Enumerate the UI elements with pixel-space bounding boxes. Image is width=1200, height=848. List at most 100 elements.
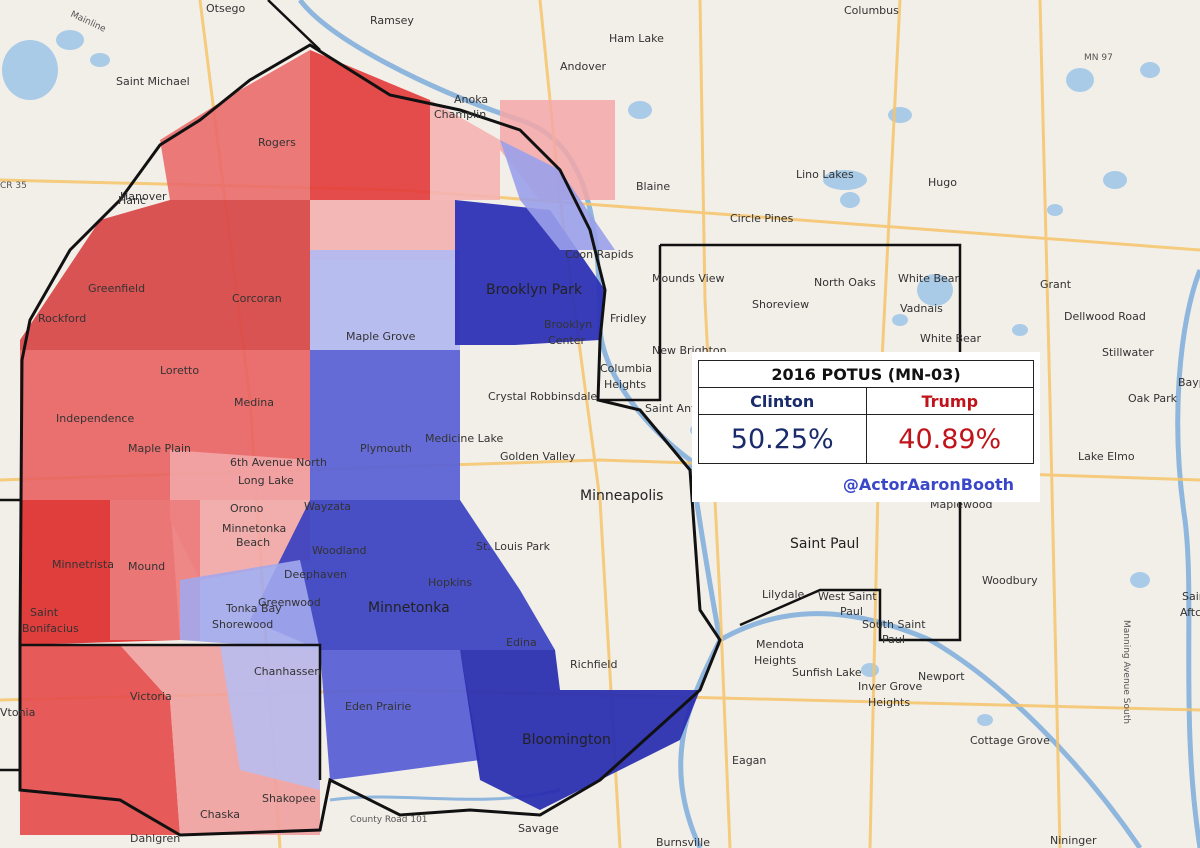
svg-text:Mendota: Mendota	[756, 638, 804, 651]
svg-text:Maple Plain: Maple Plain	[128, 442, 191, 455]
candidate-trump-share: 40.89%	[865, 414, 1034, 464]
svg-text:CR 35: CR 35	[0, 181, 27, 191]
svg-text:Heights: Heights	[754, 654, 796, 667]
svg-text:Ramsey: Ramsey	[370, 14, 414, 27]
svg-text:Dellwood Road: Dellwood Road	[1064, 310, 1146, 323]
precincts-red-lower-west	[20, 645, 180, 835]
svg-text:Loretto: Loretto	[160, 364, 199, 377]
svg-text:Shoreview: Shoreview	[752, 298, 809, 311]
svg-text:Anoka: Anoka	[454, 93, 488, 106]
svg-text:Bloomington: Bloomington	[522, 732, 611, 748]
svg-text:Saint Anth: Saint Anth	[645, 402, 702, 415]
svg-text:White Bear: White Bear	[898, 272, 960, 285]
svg-text:Saint: Saint	[1182, 590, 1200, 603]
svg-text:Lilydale: Lilydale	[762, 588, 805, 601]
precincts-light-red-central	[310, 200, 455, 260]
results-box: 2016 POTUS (MN-03) Clinton Trump 50.25% …	[692, 352, 1040, 502]
svg-text:South Saint: South Saint	[862, 618, 926, 631]
svg-text:Eagan: Eagan	[732, 754, 766, 767]
svg-text:Greenwood: Greenwood	[258, 596, 321, 609]
precincts-light-red-north	[430, 100, 500, 200]
svg-text:Bonifacius: Bonifacius	[22, 622, 79, 635]
svg-text:Orono: Orono	[230, 502, 264, 515]
svg-text:Shakopee: Shakopee	[262, 792, 316, 805]
svg-text:Plymouth: Plymouth	[360, 442, 412, 455]
svg-text:Greenfield: Greenfield	[88, 282, 145, 295]
svg-text:6th Avenue North: 6th Avenue North	[230, 456, 327, 469]
svg-text:Rockford: Rockford	[38, 312, 86, 325]
svg-text:Columbus: Columbus	[844, 4, 899, 17]
svg-text:Aftc: Aftc	[1180, 606, 1200, 619]
district-boundary-mn03	[18, 43, 722, 837]
precincts-light-blue-chanhassen	[220, 645, 320, 790]
svg-text:West Saint: West Saint	[818, 590, 877, 603]
svg-text:Beach: Beach	[236, 536, 270, 549]
precincts-blue-eden-prairie	[320, 650, 480, 780]
svg-text:Medina: Medina	[234, 396, 274, 409]
svg-text:Newport: Newport	[918, 670, 965, 683]
svg-text:Deephaven: Deephaven	[284, 568, 347, 581]
svg-text:Champlin: Champlin	[434, 108, 486, 121]
candidate-trump-name: Trump	[865, 387, 1034, 415]
svg-text:Saint: Saint	[30, 606, 59, 619]
svg-text:Lake Elmo: Lake Elmo	[1078, 450, 1135, 463]
svg-text:Fridley: Fridley	[610, 312, 647, 325]
svg-text:Mound: Mound	[128, 560, 165, 573]
svg-text:Minnetrista: Minnetrista	[52, 558, 114, 571]
svg-text:Grant: Grant	[1040, 278, 1072, 291]
svg-text:White Bear: White Bear	[920, 332, 982, 345]
svg-text:Crystal: Crystal	[488, 390, 527, 403]
precincts-light-blue-tonka	[180, 560, 320, 650]
svg-text:North Oaks: North Oaks	[814, 276, 876, 289]
svg-text:Savage: Savage	[518, 822, 559, 835]
svg-text:Bayp: Bayp	[1178, 376, 1200, 389]
svg-text:Tonka Bay: Tonka Bay	[225, 602, 282, 615]
candidate-clinton-name: Clinton	[698, 387, 867, 415]
svg-text:Richfield: Richfield	[570, 658, 617, 671]
neighbor-district-borders	[0, 0, 962, 780]
svg-text:Shorewood: Shorewood	[212, 618, 273, 631]
precincts-mid-red-mound	[110, 500, 200, 640]
precincts-mid-red-northwest	[160, 50, 310, 200]
svg-text:Circle Pines: Circle Pines	[730, 212, 794, 225]
svg-text:Minnetonka: Minnetonka	[368, 600, 450, 616]
svg-text:Sunfish Lake: Sunfish Lake	[792, 666, 862, 679]
candidate-clinton-share: 50.25%	[698, 414, 867, 464]
svg-text:Hanover: Hanover	[120, 190, 167, 203]
svg-text:Woodbury: Woodbury	[982, 574, 1038, 587]
svg-text:Heights: Heights	[604, 378, 646, 391]
svg-text:Minneapolis: Minneapolis	[580, 488, 663, 504]
precincts-strong-blue-bloomington	[460, 650, 700, 810]
svg-text:Nininger: Nininger	[1050, 834, 1097, 847]
svg-text:Center: Center	[548, 334, 586, 347]
svg-text:County Road 101: County Road 101	[350, 815, 428, 825]
svg-text:Blaine: Blaine	[636, 180, 670, 193]
svg-text:Independence: Independence	[56, 412, 134, 425]
svg-text:Mounds View: Mounds View	[652, 272, 724, 285]
svg-text:Heights: Heights	[868, 696, 910, 709]
svg-text:Saint Paul: Saint Paul	[790, 536, 859, 552]
svg-text:Dahlgren: Dahlgren	[130, 832, 180, 845]
svg-text:Manning Avenue South: Manning Avenue South	[1121, 620, 1131, 724]
svg-text:Burnsville: Burnsville	[656, 836, 710, 848]
svg-text:Inver Grove: Inver Grove	[858, 680, 923, 693]
svg-text:Minnetonka: Minnetonka	[222, 522, 286, 535]
svg-text:Chanhassen: Chanhassen	[254, 665, 321, 678]
svg-text:Ham Lake: Ham Lake	[609, 32, 664, 45]
svg-text:St. Louis Park: St. Louis Park	[476, 540, 551, 553]
svg-text:Brooklyn: Brooklyn	[544, 318, 592, 331]
svg-text:Robbinsdale: Robbinsdale	[530, 390, 597, 403]
svg-text:Brooklyn Park: Brooklyn Park	[486, 282, 583, 298]
svg-text:Cottage Grove: Cottage Grove	[970, 734, 1050, 747]
svg-text:Victoria: Victoria	[130, 690, 172, 703]
results-title: 2016 POTUS (MN-03)	[698, 360, 1034, 388]
precinct-shading	[20, 50, 700, 835]
credit-handle: @ActorAaronBooth	[842, 475, 1014, 494]
svg-text:Hopkins: Hopkins	[428, 576, 472, 589]
results-table: 2016 POTUS (MN-03) Clinton Trump 50.25% …	[698, 360, 1034, 464]
svg-text:Corcoran: Corcoran	[232, 292, 282, 305]
svg-text:Golden Valley: Golden Valley	[500, 450, 576, 463]
precincts-strong-blue-minnetonka	[250, 500, 555, 650]
precincts-light-blue-maple-grove	[310, 250, 460, 350]
